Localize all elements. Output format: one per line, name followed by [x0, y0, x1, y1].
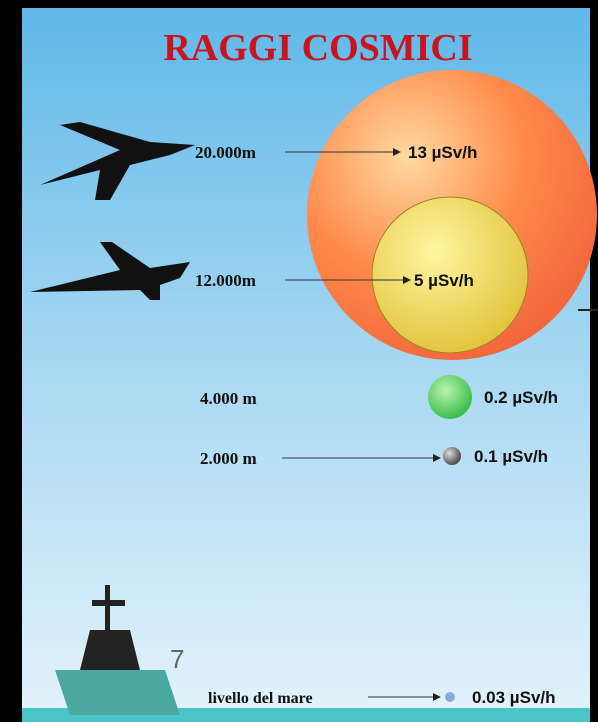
ship-icon: [80, 585, 140, 670]
dose-label: 0.03 µSv/h: [472, 688, 556, 707]
dose-circle: [428, 375, 472, 419]
ship-icon: [55, 670, 180, 715]
title: RAGGI COSMICI: [163, 27, 472, 69]
altitude-label: 12.000m: [195, 271, 256, 290]
dose-circle: [371, 196, 529, 354]
dose-circle: [445, 692, 455, 702]
dose-label: 5 µSv/h: [414, 271, 474, 290]
dose-label: 0.1 µSv/h: [474, 447, 548, 466]
dose-circle: [443, 447, 461, 465]
page-number: 7: [170, 644, 184, 674]
altitude-label: livello del mare: [208, 690, 313, 707]
altitude-label: 20.000m: [195, 143, 256, 162]
altitude-label: 4.000 m: [200, 389, 257, 408]
plane-icon: [30, 242, 190, 300]
jet-icon: [40, 122, 195, 200]
dose-label: 13 µSv/h: [408, 143, 477, 162]
altitude-label: 2.000 m: [200, 449, 257, 468]
dose-label: 0.2 µSv/h: [484, 388, 558, 407]
